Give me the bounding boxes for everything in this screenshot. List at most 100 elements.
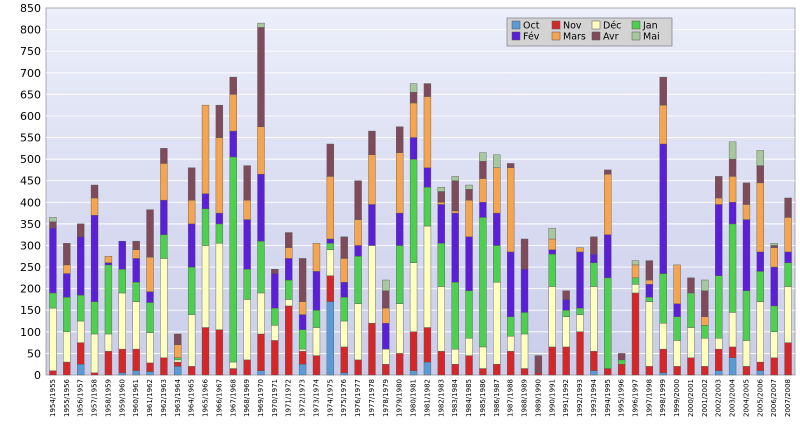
x-tick-label: 1999/2000: [673, 379, 681, 417]
bar-segment-nov-12: [215, 329, 224, 376]
bar-segment-mars-28: [437, 202, 445, 205]
bar-segment-nov-4: [104, 351, 113, 376]
bar-segment-jan-18: [298, 329, 307, 350]
bar-segment-mars-25: [396, 152, 404, 214]
x-tick-label: 1958/1959: [104, 379, 112, 417]
bar-segment-dc-29: [451, 348, 459, 365]
x-tick-label: 1975/1976: [340, 378, 348, 417]
bar-segment-fv-43: [645, 284, 654, 298]
bar-segment-nov-20: [326, 275, 335, 302]
bar-segment-fv-8: [160, 199, 168, 235]
bar-segment-mars-51: [756, 182, 764, 253]
x-tick-label: 1976/1977: [354, 379, 362, 417]
bar-segment-avr-48: [715, 176, 723, 199]
bar-segment-nov-49: [728, 346, 737, 358]
bar-segment-jan-11: [201, 208, 210, 246]
bar-segment-nov-52: [770, 357, 778, 376]
x-tick-label: 1959/1960: [118, 379, 126, 417]
x-tick-label: 1967/1968: [229, 379, 237, 417]
bar-segment-mars-26: [409, 102, 418, 138]
bar-segment-dc-14: [243, 299, 251, 361]
bar-segment-fv-10: [187, 223, 196, 268]
bar-segment-fv-3: [90, 215, 99, 302]
bar-segment-mars-36: [548, 238, 556, 250]
bar-segment-jan-9: [174, 357, 182, 361]
bar-segment-dc-4: [104, 333, 113, 352]
bar-segment-dc-42: [631, 284, 640, 294]
bar-segment-dc-13: [229, 361, 237, 369]
bar-segment-fv-25: [396, 212, 404, 246]
legend-box: [506, 17, 673, 47]
x-tick-label: 1992/1993: [576, 379, 584, 417]
bar-segment-dc-22: [354, 303, 362, 361]
legend-swatch: [631, 31, 641, 41]
y-tick-label: 850: [20, 2, 41, 15]
x-tick-label: 1994/1995: [604, 379, 612, 417]
y-tick-label: 450: [20, 175, 41, 188]
bar-segment-jan-2: [77, 294, 85, 322]
x-tick-label: 1982/1983: [437, 379, 445, 417]
legend-label: Mars: [563, 32, 586, 43]
bar-segment-mars-31: [479, 178, 487, 203]
bar-segment-avr-53: [784, 197, 792, 218]
bar-segment-mars-11: [201, 104, 210, 194]
bar-segment-dc-49: [728, 312, 737, 348]
bar-segment-nov-6: [132, 348, 140, 371]
bar-segment-avr-40: [604, 169, 612, 175]
bar-segment-mars-24: [382, 307, 390, 324]
bar-segment-fv-14: [243, 219, 251, 270]
bar-segment-nov-38: [576, 331, 584, 376]
bar-segment-dc-43: [645, 301, 654, 367]
bar-segment-dc-44: [659, 322, 667, 350]
bar-segment-dc-30: [465, 338, 473, 356]
bar-segment-avr-9: [174, 333, 182, 345]
bar-segment-nov-22: [354, 359, 362, 376]
bar-segment-jan-36: [548, 253, 556, 287]
bar-segment-avr-21: [340, 236, 348, 259]
bar-segment-jan-12: [215, 223, 224, 244]
bar-segment-avr-20: [326, 143, 335, 177]
bar-segment-mars-1: [63, 264, 71, 274]
bar-segment-nov-11: [201, 327, 210, 376]
bar-segment-mars-44: [659, 104, 667, 145]
bar-segment-jan-3: [90, 301, 99, 335]
bar-segment-nov-0: [49, 370, 57, 376]
bar-segment-avr-52: [770, 245, 778, 248]
bar-segment-dc-24: [382, 348, 390, 365]
bar-segment-mai-51: [756, 150, 764, 166]
bar-segment-fv-51: [756, 251, 764, 272]
bar-segment-oct-20: [326, 301, 335, 376]
bar-segment-nov-35: [534, 372, 543, 376]
bar-segment-avr-46: [687, 277, 695, 294]
bar-segment-jan-17: [285, 279, 293, 300]
x-tick-label: 1968/1969: [243, 379, 251, 417]
bar-segment-mars-32: [493, 167, 501, 214]
bar-segment-dc-2: [77, 320, 85, 343]
x-tick-label: 1954/1955: [49, 379, 57, 417]
legend-swatch: [631, 20, 641, 30]
bar-segment-mars-47: [701, 316, 709, 326]
x-tick-label: 1972/1973: [299, 379, 307, 417]
bar-segment-dc-51: [756, 301, 764, 363]
bar-segment-avr-25: [396, 126, 404, 153]
y-tick-label: 150: [20, 304, 41, 317]
x-tick-label: 1963/1964: [174, 378, 182, 417]
bar-segment-mars-45: [673, 264, 681, 304]
bar-segment-avr-10: [187, 167, 196, 201]
legend-swatch: [551, 20, 561, 30]
legend: Oct Nov Déc Jan Fév Mars Avr Mai: [506, 17, 673, 47]
bar-segment-nov-33: [506, 351, 515, 376]
bar-segment-jan-49: [728, 223, 737, 313]
bar-segment-nov-53: [784, 342, 792, 376]
bar-segment-fv-22: [354, 245, 362, 257]
bar-segment-nov-25: [396, 353, 404, 376]
bar-segment-fv-31: [479, 202, 487, 218]
bar-segment-nov-32: [493, 364, 501, 376]
bar-segment-avr-27: [423, 83, 432, 97]
bar-segment-jan-4: [104, 264, 113, 335]
bar-segment-dc-36: [548, 286, 556, 348]
y-tick-label: 200: [20, 283, 41, 296]
bar-segment-avr-31: [479, 161, 487, 179]
bar-segment-dc-11: [201, 245, 210, 328]
bar-segment-mai-30: [465, 184, 473, 190]
